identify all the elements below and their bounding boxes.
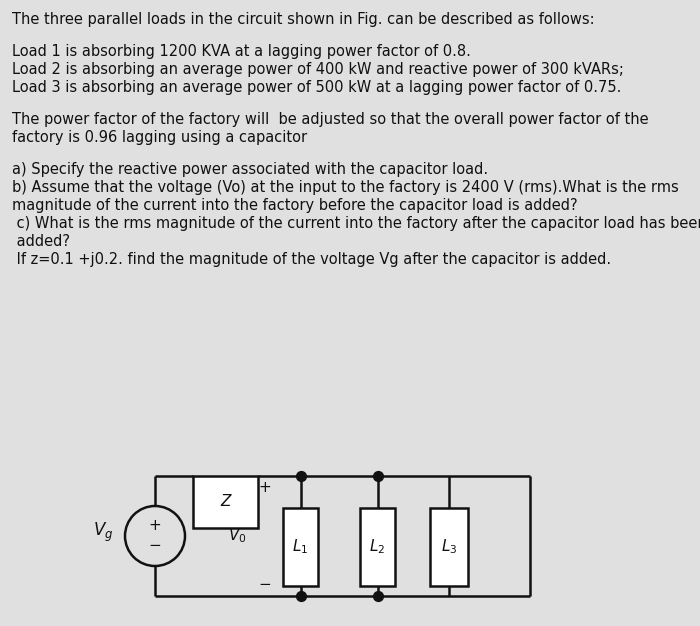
Text: Load 2 is absorbing an average power of 400 kW and reactive power of 300 kVARs;: Load 2 is absorbing an average power of … xyxy=(12,62,624,77)
Text: c) What is the rms magnitude of the current into the factory after the capacitor: c) What is the rms magnitude of the curr… xyxy=(12,216,700,231)
Text: $L_2$: $L_2$ xyxy=(370,538,386,557)
Point xyxy=(372,591,383,601)
Text: $L_3$: $L_3$ xyxy=(441,538,457,557)
Text: Load 1 is absorbing 1200 KVA at a lagging power factor of 0.8.: Load 1 is absorbing 1200 KVA at a laggin… xyxy=(12,44,471,59)
Text: Load 3 is absorbing an average power of 500 kW at a lagging power factor of 0.75: Load 3 is absorbing an average power of … xyxy=(12,80,622,95)
Text: The three parallel loads in the circuit shown in Fig. can be described as follow: The three parallel loads in the circuit … xyxy=(12,12,594,27)
FancyBboxPatch shape xyxy=(283,508,318,586)
Text: $V_0$: $V_0$ xyxy=(228,526,246,545)
Text: −: − xyxy=(148,538,162,553)
Point xyxy=(295,591,306,601)
Point xyxy=(372,471,383,481)
Text: Z: Z xyxy=(220,495,231,510)
Text: +: + xyxy=(148,518,162,533)
Text: −: − xyxy=(258,577,272,592)
Point xyxy=(295,471,306,481)
Text: b) Assume that the voltage (Vo) at the input to the factory is 2400 V (rms).What: b) Assume that the voltage (Vo) at the i… xyxy=(12,180,679,195)
Text: If z=0.1 +j0.2. find the magnitude of the voltage Vg after the capacitor is adde: If z=0.1 +j0.2. find the magnitude of th… xyxy=(12,252,611,267)
Text: $L_1$: $L_1$ xyxy=(293,538,309,557)
FancyBboxPatch shape xyxy=(193,476,258,528)
Text: a) Specify the reactive power associated with the capacitor load.: a) Specify the reactive power associated… xyxy=(12,162,488,177)
Text: factory is 0.96 lagging using a capacitor: factory is 0.96 lagging using a capacito… xyxy=(12,130,307,145)
Text: The power factor of the factory will  be adjusted so that the overall power fact: The power factor of the factory will be … xyxy=(12,112,649,127)
Text: added?: added? xyxy=(12,234,70,249)
FancyBboxPatch shape xyxy=(360,508,395,586)
Text: magnitude of the current into the factory before the capacitor load is added?: magnitude of the current into the factor… xyxy=(12,198,577,213)
Text: +: + xyxy=(258,480,272,495)
Text: $V_g$: $V_g$ xyxy=(93,520,113,543)
FancyBboxPatch shape xyxy=(430,508,468,586)
